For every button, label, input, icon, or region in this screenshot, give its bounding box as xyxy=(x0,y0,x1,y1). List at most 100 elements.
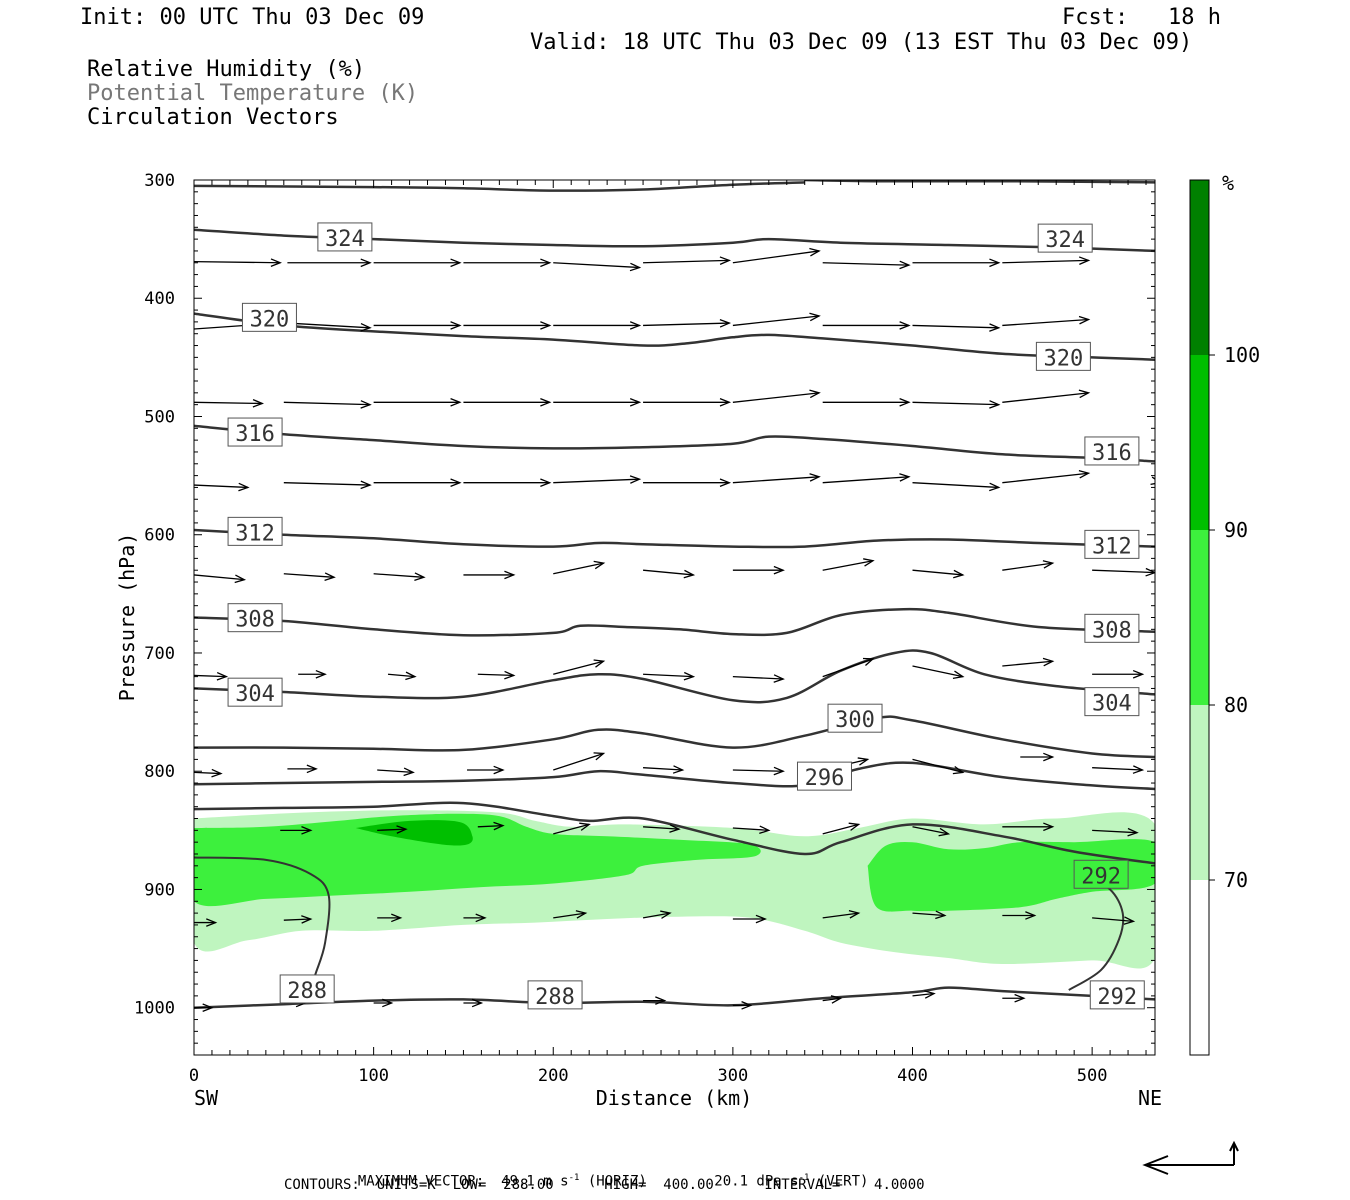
colorbar-band xyxy=(1190,530,1209,705)
colorbar-tick-label: 80 xyxy=(1224,693,1248,717)
contour-label-box xyxy=(241,302,297,332)
vector-arrow xyxy=(553,262,642,272)
theta-contour-300 xyxy=(194,715,1155,759)
vector-arrow xyxy=(553,910,588,919)
contour-label: 324 xyxy=(1045,228,1085,253)
contour-label-box xyxy=(1084,613,1140,643)
contour-label-box xyxy=(1073,859,1129,889)
theta-contour-312 xyxy=(194,528,1155,549)
vector-arrow xyxy=(643,256,732,265)
vector-arrow xyxy=(912,826,951,837)
vector-arrow xyxy=(463,998,484,1008)
theta-contour-288-branch xyxy=(194,856,331,983)
vector-arrow xyxy=(463,478,552,488)
contour-label: 312 xyxy=(235,521,275,546)
rh-region-90 xyxy=(355,820,473,846)
vector-arrow xyxy=(643,569,696,579)
vector-arrow xyxy=(553,475,642,484)
colorbar-band xyxy=(1190,180,1209,355)
theta-contour-320 xyxy=(194,312,1155,361)
vector-arrow xyxy=(732,565,785,575)
vector-arrow xyxy=(732,389,821,403)
vector-arrow xyxy=(1002,911,1037,920)
vector-arrow xyxy=(463,913,487,923)
vector-arrow xyxy=(1002,469,1091,484)
vector-arrow xyxy=(287,258,372,268)
vector-arrow xyxy=(643,671,696,681)
vector-arrow xyxy=(463,570,516,580)
contours-note: CONTOURS: UNITS=K LOW= 288.00 HIGH= 400.… xyxy=(284,1177,925,1193)
y-tick-label: 800 xyxy=(144,762,175,782)
vector-arrow xyxy=(1002,560,1055,571)
colorbar-border xyxy=(1189,179,1210,1056)
vector-arrow xyxy=(1092,765,1145,774)
vector-arrow xyxy=(373,258,462,268)
contour-label: 304 xyxy=(1092,692,1132,717)
contour-label-box xyxy=(1084,529,1140,559)
vector-arrow xyxy=(643,397,732,407)
vector-arrow xyxy=(463,397,552,407)
vector-arrow xyxy=(1092,916,1136,925)
vector-arrow xyxy=(732,473,821,484)
vector-arrow xyxy=(822,260,911,270)
contour-label: 316 xyxy=(235,422,275,447)
vector-arrow xyxy=(822,995,843,1004)
vector-arrow xyxy=(194,258,282,267)
contour-labels: 324 324 320 320 316 316 312 312 308 308 304 304 300 2… xyxy=(227,222,1145,1010)
contour-label-box xyxy=(279,974,335,1004)
theta-contour-296 xyxy=(194,761,1155,791)
contour-label-box xyxy=(317,222,373,252)
vector-arrow xyxy=(1002,657,1055,667)
theta-contour-288 xyxy=(194,986,1155,1009)
init-time: Init: 00 UTC Thu 03 Dec 09 xyxy=(80,5,425,30)
contour-label-box xyxy=(527,980,583,1010)
vector-arrow xyxy=(1020,752,1055,762)
x-tick-label: 0 xyxy=(189,1066,199,1086)
contour-label-box xyxy=(227,417,283,447)
vector-arrow xyxy=(912,400,1001,409)
ne-label: NE xyxy=(1138,1086,1162,1110)
vector-arrow xyxy=(732,1001,753,1010)
y-tick-label: 400 xyxy=(144,289,175,309)
contour-label-box xyxy=(1084,436,1140,466)
vector-arrow xyxy=(912,258,1001,268)
theta-contours xyxy=(194,180,1155,1009)
vector-arrow xyxy=(1002,315,1091,327)
contour-label: 288 xyxy=(287,979,327,1004)
vector-arrow xyxy=(643,478,732,488)
circulation-vectors xyxy=(194,247,1155,1013)
colorbar-tick-label: 90 xyxy=(1224,518,1248,542)
vector-arrow xyxy=(912,665,965,679)
contour-label-box xyxy=(1089,980,1145,1010)
contour-label-box xyxy=(1035,341,1091,371)
vector-arrow xyxy=(553,397,642,407)
contour-label-box xyxy=(227,677,283,707)
colorbar-tick-label: 100 xyxy=(1224,343,1260,367)
field-title-vectors: Circulation Vectors xyxy=(87,105,339,130)
vector-arrow xyxy=(822,910,861,919)
vector-arrow xyxy=(287,322,372,332)
x-tick-label: 500 xyxy=(1077,1066,1108,1086)
contour-label: 288 xyxy=(535,985,575,1010)
forecast-hour: Fcst: 18 h xyxy=(1062,5,1221,30)
x-axis-label: Distance (km) xyxy=(596,1086,753,1110)
vector-arrow xyxy=(373,572,426,581)
contour-label: 308 xyxy=(1092,618,1132,643)
y-tick-label: 600 xyxy=(144,526,175,546)
valid-time: Valid: 18 UTC Thu 03 Dec 09 (13 EST Thu … xyxy=(530,30,1193,55)
theta-contour-316 xyxy=(194,424,1155,463)
rh-shading xyxy=(194,810,1155,969)
colorbar-band xyxy=(1190,705,1209,880)
x-tick-label: 200 xyxy=(538,1066,569,1086)
field-title-theta: Potential Temperature (K) xyxy=(87,81,419,106)
x-tick-label: 100 xyxy=(358,1066,389,1086)
vector-arrow xyxy=(194,918,218,927)
contour-label-box xyxy=(827,703,883,733)
vector-arrow xyxy=(373,478,462,488)
colorbar-band xyxy=(1190,880,1209,1055)
y-tick-label: 300 xyxy=(144,171,175,191)
vector-arrow xyxy=(463,321,552,330)
vector-arrow xyxy=(553,822,591,835)
theta-contour-292 xyxy=(194,801,1155,865)
vector-arrow xyxy=(553,659,606,675)
